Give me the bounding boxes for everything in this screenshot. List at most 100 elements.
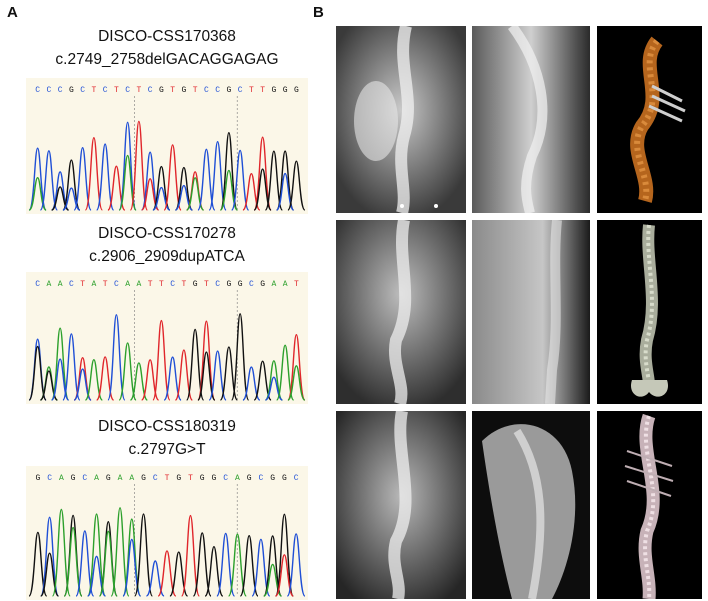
trace-peak — [208, 140, 227, 211]
trace-peak — [40, 516, 60, 597]
base-call-letter: T — [80, 280, 85, 289]
base-call-letter: T — [188, 474, 193, 483]
trace-peak — [169, 551, 189, 597]
trace-peak — [39, 150, 58, 211]
base-call-letter: A — [235, 474, 240, 483]
base-call-letter: T — [148, 280, 153, 289]
base-call-letter: C — [238, 86, 243, 95]
trace-peak — [28, 147, 47, 211]
trace-peak — [251, 538, 271, 597]
trace-peak — [122, 538, 142, 597]
trace-peak — [287, 160, 306, 211]
trace-peak — [287, 365, 306, 401]
mutation-3: c.2797G>T — [128, 441, 206, 458]
trace-peak — [231, 149, 250, 211]
base-call-letter: G — [283, 86, 288, 95]
trace-peak — [110, 507, 130, 597]
trace-peak — [28, 531, 48, 597]
trace-peak — [287, 334, 306, 401]
trace-peak — [208, 350, 227, 401]
xray-lateral-1 — [472, 26, 590, 213]
base-call-letter: T — [181, 280, 186, 289]
base-call-letter: C — [249, 280, 254, 289]
trace-peak — [219, 346, 238, 401]
trace-peak — [197, 148, 216, 211]
base-call-letter: C — [215, 280, 220, 289]
base-call-letter: T — [114, 86, 119, 95]
base-call-letter: G — [247, 474, 252, 483]
base-call-letter: A — [58, 280, 63, 289]
trace-peak — [163, 144, 182, 211]
base-call-letter: C — [153, 474, 158, 483]
trace-peak — [62, 333, 81, 401]
base-call-letter: A — [46, 280, 51, 289]
base-call-letter: G — [260, 280, 265, 289]
base-call-letter: C — [35, 280, 40, 289]
base-call-letter: T — [103, 280, 108, 289]
xray-frontal-2 — [336, 220, 466, 404]
trace-peak — [197, 320, 216, 401]
base-call-letter: C — [80, 86, 85, 95]
base-call-letter: G — [271, 86, 276, 95]
trace-peak — [141, 151, 160, 211]
trace-peak — [276, 172, 295, 211]
base-call-letter: C — [58, 86, 63, 95]
base-call-letter: G — [270, 474, 275, 483]
mutation-2: c.2906_2909dupATCA — [89, 248, 245, 265]
ct-3d-2 — [597, 220, 702, 404]
base-call-letter: G — [193, 280, 198, 289]
trace-peak — [118, 342, 137, 401]
trace-peak — [51, 327, 70, 401]
trace-peak — [107, 314, 126, 401]
base-call-letter: C — [125, 86, 130, 95]
base-call-letter: A — [283, 280, 288, 289]
trace-peak — [62, 159, 81, 211]
base-call-letter: T — [165, 474, 170, 483]
base-call-letter: C — [215, 86, 220, 95]
base-call-letter: T — [193, 86, 198, 95]
base-call-letter: A — [59, 474, 64, 483]
base-call-letter: G — [159, 86, 164, 95]
ct-3d-3 — [597, 411, 702, 599]
trace-peak — [253, 360, 272, 401]
base-call-letter: T — [91, 86, 96, 95]
trace-peak — [163, 356, 182, 401]
base-call-letter: C — [294, 474, 299, 483]
base-call-letter: A — [118, 474, 123, 483]
base-call-letter: T — [260, 86, 265, 95]
trace-peak — [264, 150, 283, 211]
trace-peak — [263, 535, 283, 597]
base-call-letter: A — [271, 280, 276, 289]
trace-peak — [73, 368, 92, 401]
trace-peak — [118, 154, 137, 211]
panel-label-a: A — [7, 4, 18, 21]
trace-peak — [134, 513, 154, 597]
base-call-letter: T — [294, 280, 299, 289]
trace-peak — [129, 120, 148, 211]
base-call-letter: A — [125, 280, 130, 289]
base-call-letter: T — [170, 86, 175, 95]
trace-peak — [180, 514, 200, 597]
base-call-letter: G — [282, 474, 287, 483]
trace-peak — [239, 534, 259, 597]
trace-peak — [157, 550, 177, 597]
trace-peak — [129, 362, 148, 401]
trace-peak — [98, 530, 118, 597]
base-call-letter: G — [238, 280, 243, 289]
base-call-letter: G — [181, 86, 186, 95]
trace-peak — [253, 136, 272, 211]
trace-peak — [51, 358, 70, 401]
trace-peak — [274, 513, 294, 597]
base-call-letter: C — [69, 280, 74, 289]
xray-frontal-3 — [336, 411, 466, 599]
trace-peak — [28, 345, 47, 401]
base-call-letter: G — [200, 474, 205, 483]
base-call-letter: C — [170, 280, 175, 289]
trace-peak — [152, 319, 171, 401]
patient-id-1: DISCO-CSS170368 — [98, 28, 236, 45]
base-call-letter: A — [129, 474, 134, 483]
